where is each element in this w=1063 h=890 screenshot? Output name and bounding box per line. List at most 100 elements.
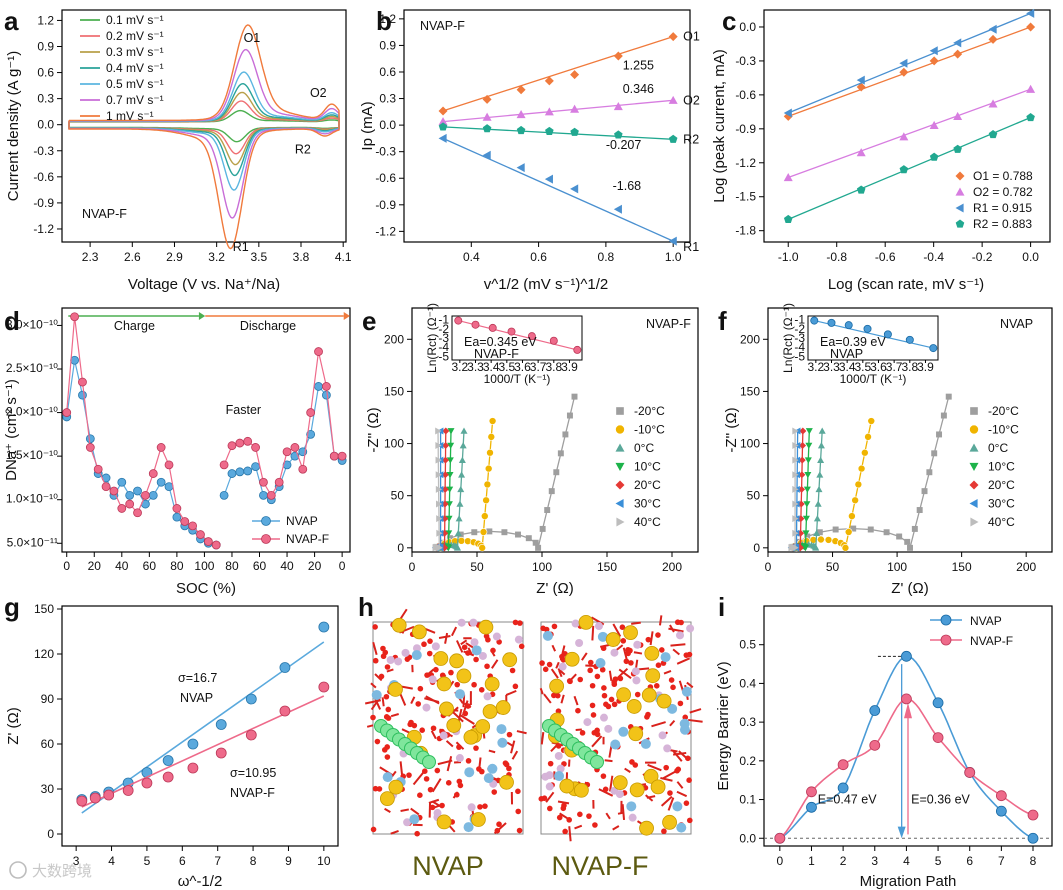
h-nvap-oxygen-atom <box>419 727 425 733</box>
e-inset-annotation: Ea=0.345 eV <box>464 335 537 349</box>
d-line-NVAP <box>66 360 217 546</box>
d-ytick-label: 2.5×10⁻¹⁰ <box>6 361 58 375</box>
c-ytick-label: 0.0 <box>739 20 756 34</box>
d-point-NVAP-F <box>259 477 268 487</box>
f-point-10°C <box>802 515 810 523</box>
panel-d: 5.0×10⁻¹¹ 1.0×10⁻¹⁰ 1.5×10⁻¹⁰ 2.0×10⁻¹⁰ 2.5×… <box>3 307 351 597</box>
panel-label-b: b <box>376 6 392 36</box>
h-nvap-f-oxygen-atom <box>670 684 676 691</box>
b-slope-O1: 1.255 <box>623 58 654 72</box>
h-nvap-bond <box>460 714 475 725</box>
e-inset-point <box>471 320 480 329</box>
f-point--10°C <box>817 535 825 544</box>
g-xtick-label: 4 <box>108 854 115 868</box>
i-ytick-label: 0.3 <box>739 715 756 729</box>
d-annotation-charge: Charge <box>114 319 155 333</box>
f-inset-ytick-label: -1 <box>794 313 805 327</box>
h-nvap-bond <box>516 730 527 735</box>
h-nvap-oxygen-atom <box>439 802 445 809</box>
h-nvap-oxygen-atom <box>426 650 433 657</box>
i-point-NVAP <box>837 782 849 794</box>
h-nvap-f-vanadium-atom <box>676 822 687 833</box>
h-nvap-oxygen-atom <box>512 619 519 626</box>
e-point--10°C <box>484 464 493 473</box>
e-point--10°C <box>486 448 494 457</box>
h-nvap-f-oxygen-atom <box>599 666 606 673</box>
f-point-40°C <box>792 427 799 435</box>
h-nvap-f-bond <box>621 804 626 821</box>
e-legend-marker <box>615 443 625 452</box>
c-xtick-label: -0.4 <box>923 250 944 264</box>
h-nvap-f-oxygen-atom <box>547 760 554 767</box>
h-nvap-f-oxygen-atom <box>594 731 601 738</box>
e-point-40°C <box>435 442 442 450</box>
i-xtick-label: 3 <box>871 854 878 868</box>
e-legend-marker <box>616 517 625 527</box>
i-xtick-label: 1 <box>808 854 815 868</box>
f-legend-marker <box>969 480 979 490</box>
i-xtick-label: 0 <box>776 854 783 868</box>
b-ylabel: Ip (mA) <box>359 101 376 150</box>
d-point-NVAP-F <box>337 451 347 461</box>
h-nvap-f-sodium-atom <box>641 687 657 703</box>
e-point-0°C <box>459 442 467 449</box>
f-point--20°C <box>911 525 918 532</box>
i-ytick-label: 0.0 <box>739 831 756 845</box>
e-legend-marker <box>615 480 625 490</box>
h-nvap-bond <box>467 647 473 656</box>
h-nvap-f-oxygen-atom <box>645 711 651 718</box>
h-nvap-f-oxygen-atom <box>686 817 693 824</box>
h-nvap-phosphorus-atom <box>412 644 421 653</box>
h-nvap-f-oxygen-atom <box>551 692 557 699</box>
g-point-NVAP <box>245 693 257 705</box>
h-nvap-f-bond <box>670 643 686 647</box>
f-inset-point <box>905 335 914 344</box>
f-xtick-label: 0 <box>765 560 772 574</box>
e-point--20°C <box>544 507 551 514</box>
b-frame <box>403 9 691 243</box>
g-sigma-nvapf: σ=10.95 <box>230 766 276 780</box>
f-ytick-label: 200 <box>740 332 760 346</box>
h-nvap-oxygen-atom <box>465 650 471 656</box>
b-xtick-label: 0.6 <box>530 250 547 264</box>
f-xtick-label: 200 <box>1016 560 1036 574</box>
h-nvap-bond <box>488 749 496 754</box>
h-nvap-f-phosphorus-atom <box>599 713 608 722</box>
h-nvap-f-oxygen-atom <box>625 646 631 653</box>
d-point-NVAP-F <box>266 490 276 500</box>
h-nvap-bond <box>390 713 399 718</box>
h-nvap-f-oxygen-atom <box>611 679 617 685</box>
f-point--10°C <box>864 433 872 441</box>
f-inset-point <box>883 330 892 339</box>
f-point--20°C <box>926 469 933 476</box>
c-point <box>953 144 962 153</box>
e-inset-xtick-label: 3.7 <box>530 360 547 374</box>
e-point-10°C <box>446 471 454 479</box>
h-nvap-f-phosphorus-atom <box>658 731 667 740</box>
f-inset-xtick-label: 3.2 <box>807 360 824 374</box>
h-nvap-oxygen-atom <box>515 788 521 795</box>
h-nvap-oxygen-atom <box>506 731 513 738</box>
b-point-R1 <box>438 133 447 143</box>
c-point <box>856 185 866 194</box>
h-nvap-bond <box>410 807 420 816</box>
h-nvap-f-bond <box>568 826 572 842</box>
h-nvap-f-oxygen-atom <box>587 659 594 666</box>
h-nvap-f-bond <box>663 669 672 675</box>
d-xtick-label: 80 <box>225 559 239 573</box>
g-xtick-label: 10 <box>317 854 331 868</box>
h-nvap-f-vanadium-atom <box>681 686 692 697</box>
h-nvap-bond <box>451 626 458 637</box>
g-sigma-nvap: σ=16.7 <box>178 671 217 685</box>
h-nvap-f-bond <box>551 644 557 652</box>
h-nvap-f-bond <box>540 732 545 745</box>
h-nvap-oxygen-atom <box>423 776 430 782</box>
h-nvap-f-oxygen-atom <box>668 677 675 683</box>
i-ytick-label: 0.5 <box>739 638 756 652</box>
i-legend-label: NVAP-F <box>970 634 1013 648</box>
i-xtick-label: 4 <box>903 854 910 868</box>
e-legend-label: 20°C <box>634 478 661 492</box>
e-inset-point <box>454 316 463 325</box>
h-nvap-oxygen-atom <box>465 758 472 764</box>
